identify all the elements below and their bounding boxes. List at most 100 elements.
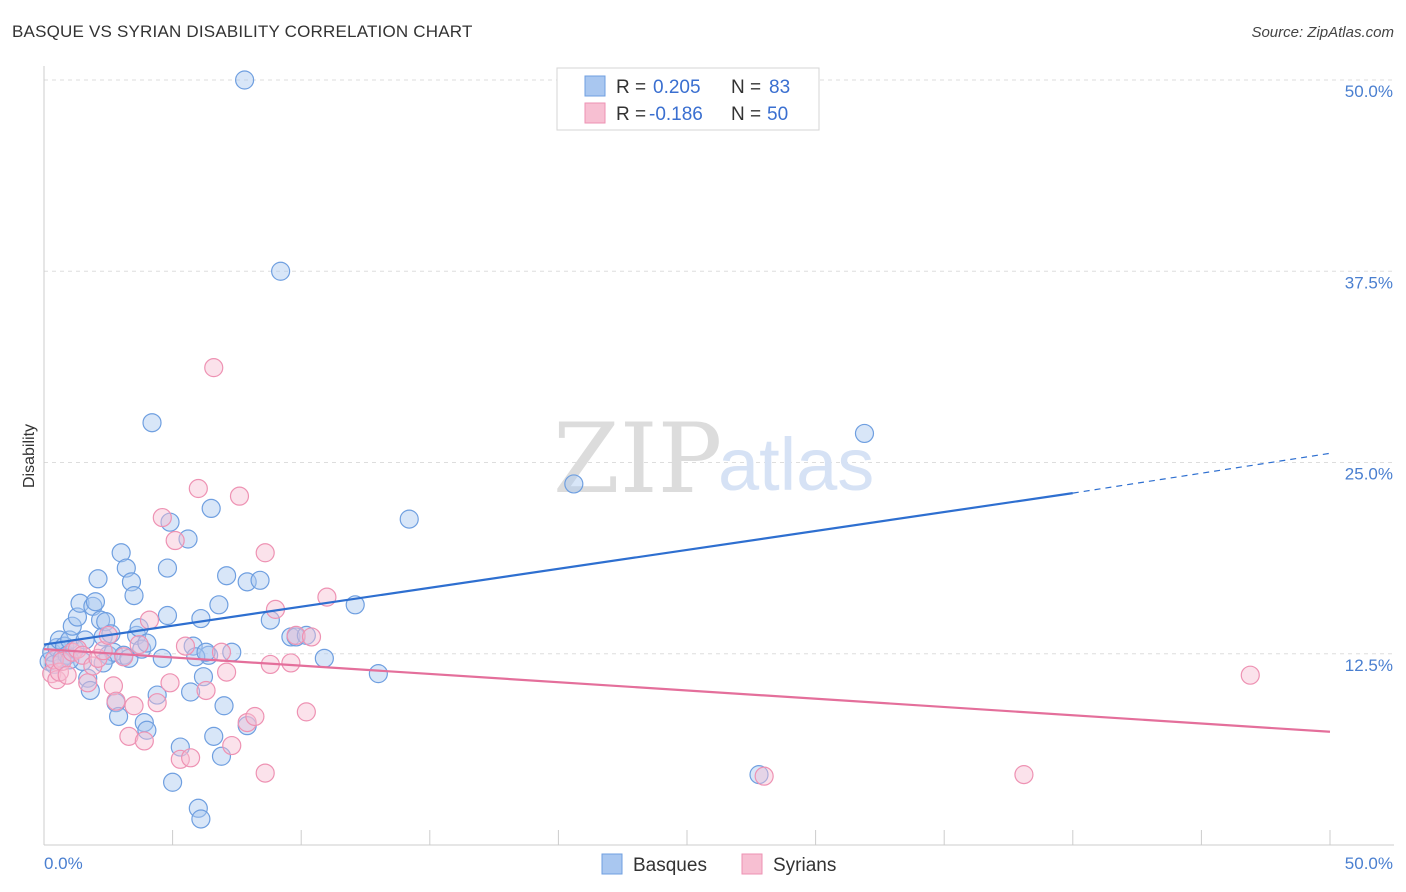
syrian-point-26 [170,749,190,769]
trend-lines [43,452,1331,733]
watermark-atlas: atlas [718,423,874,506]
syrian-point-27 [175,636,196,656]
syrian-point-30 [196,680,216,701]
syrian-point-31 [204,358,224,378]
syrian-point-42 [281,653,301,673]
basque-point-77 [854,423,875,444]
syrian-point-9 [78,673,98,693]
basque-points [39,70,875,829]
legend-syrian-n-value: 50 [767,104,788,125]
legend-basque-r-value: 0.205 [653,77,701,98]
syrian-point-49 [1240,665,1260,685]
syrian-point-48 [1014,765,1034,785]
basque-point-51 [191,809,211,829]
syrian-point-22 [147,693,167,713]
syrian-point-5 [57,665,77,685]
legend-syrian-n-label: N = [731,104,761,125]
syrian-point-36 [237,712,257,733]
basque-point-16 [80,680,100,701]
legend-syrian-r-value: -0.186 [649,104,703,125]
basque-point-28 [111,543,131,563]
axes [43,66,1394,846]
basque-point-52 [191,608,211,629]
syrian-point-28 [181,748,201,768]
syrian-point-2 [47,670,67,690]
syrian-point-24 [160,673,180,693]
basque-point-65 [250,570,270,590]
basque-point-57 [209,595,229,615]
syrian-point-23 [152,507,172,528]
y-tick-label-2: 37.5% [1345,273,1393,292]
syrian-point-12 [93,641,113,661]
basque-point-27 [108,706,129,727]
syrian-point-45 [301,627,322,647]
basque-point-41 [152,648,172,668]
bottom-legend-syrian-swatch [741,853,763,875]
syrian-point-47 [754,766,774,786]
y-tick-label-0: 12.5% [1345,656,1393,675]
legend-box: R = 0.205 N = 83 R = -0.186 N = 50 [556,67,820,131]
y-tick-label-1: 25.0% [1345,465,1393,484]
chart-title: BASQUE VS SYRIAN DISABILITY CORRELATION … [12,22,473,41]
basque-point-42 [157,605,178,626]
basque-point-74 [399,509,419,529]
basque-point-56 [204,726,224,746]
basque-point-75 [564,474,584,494]
y-tick-label-3: 50.0% [1345,82,1393,101]
basque-point-15 [78,668,98,688]
basque-point-62 [235,70,255,90]
syrian-trend-line [43,648,1331,733]
syrian-point-17 [119,726,139,746]
basque-point-59 [214,696,234,716]
legend-basque-swatch [584,75,606,97]
syrian-point-38 [255,543,275,563]
basque-point-79 [137,633,157,653]
legend-basque-r-label: R = [616,77,646,98]
syrian-point-44 [296,702,316,722]
basque-point-82 [196,642,216,662]
basque-point-43 [157,558,178,578]
syrian-point-43 [286,625,306,645]
syrian-point-21 [139,610,160,630]
basque-point-60 [217,566,237,586]
bottom-legend: Basques Syrians [601,853,836,876]
syrian-point-37 [245,706,265,727]
basque-point-39 [142,413,162,433]
x-tick-label-min: 0.0% [44,854,83,873]
syrian-point-14 [103,676,124,696]
syrian-point-25 [165,530,185,551]
syrian-point-16 [114,647,134,667]
y-axis-title: Disability [21,424,38,488]
basque-point-55 [201,498,221,518]
basque-point-48 [181,682,201,702]
bottom-legend-basques: Basques [633,855,707,876]
syrian-points [42,358,1260,786]
syrian-point-35 [229,486,250,506]
bottom-legend-basque-swatch [601,853,623,875]
basque-point-18 [85,592,106,612]
syrian-point-34 [222,735,242,756]
basque-point-9 [62,616,82,636]
basque-point-45 [163,772,183,792]
basque-point-19 [88,569,108,589]
syrian-point-18 [124,696,144,716]
basque-trend-line [43,492,1073,646]
legend-basque-n-label: N = [731,77,761,98]
y-tick-labels: 12.5% 25.0% 37.5% 50.0% [1345,82,1393,675]
basque-point-33 [124,586,144,606]
syrian-point-40 [255,763,275,783]
legend-syrian-swatch [584,102,606,124]
basque-point-73 [368,664,388,684]
syrian-point-15 [106,691,126,711]
syrian-point-29 [188,478,208,499]
watermark-zip: ZIP [553,403,722,515]
grid-lines [44,79,1394,655]
bottom-legend-syrians: Syrians [773,855,836,876]
basque-point-40 [147,685,167,705]
source-credit: Source: ZipAtlas.com [1251,24,1394,41]
basque-point-67 [271,261,291,281]
basque-point-71 [314,648,334,668]
syrian-point-20 [134,731,154,751]
legend-basque-n-value: 83 [769,77,790,98]
